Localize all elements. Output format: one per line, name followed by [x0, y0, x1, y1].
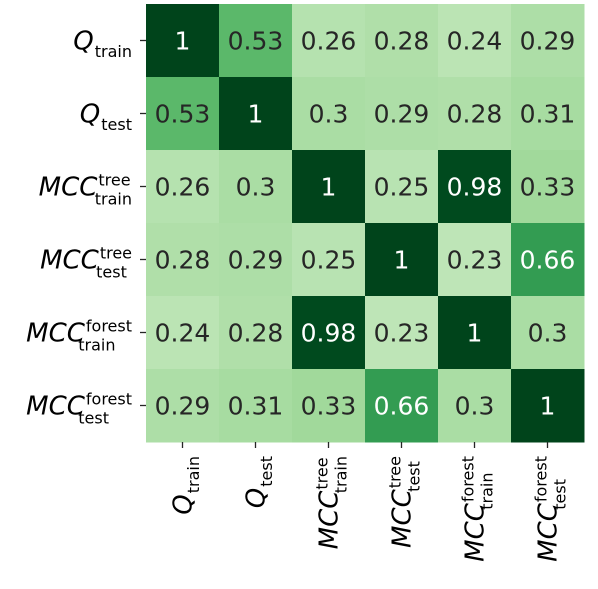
- cell-value-label: 0.24: [447, 27, 503, 56]
- heatmap-cell: [292, 223, 366, 297]
- heatmap-cell: [365, 369, 439, 443]
- cell-value-label: 0.98: [301, 319, 357, 348]
- x-axis-tick-labels: Qtrain Qtest MCCtreetrain MCCtreetest MCCfor…: [169, 442, 570, 562]
- heatmap-cell: [438, 4, 512, 78]
- heatmap-cell: [146, 150, 220, 224]
- x-tick-label: MCCforesttest: [532, 456, 570, 562]
- heatmap-cell: [438, 296, 512, 370]
- heatmap-cell: [511, 223, 585, 297]
- y-tick-label: Qtrain: [73, 27, 132, 61]
- heatmap-cell: [511, 150, 585, 224]
- heatmap-cell: [219, 77, 293, 151]
- heatmap-cell: [292, 4, 366, 78]
- heatmap-cell: [146, 77, 220, 151]
- heatmap-cell: [365, 4, 439, 78]
- cell-value-label: 0.66: [374, 392, 430, 421]
- x-tick-label: Qtest: [242, 456, 276, 508]
- heatmap-cell: [438, 77, 512, 151]
- heatmap-cell: [146, 296, 220, 370]
- cell-value-label: 1: [248, 100, 264, 129]
- y-tick-label: MCCforest train: [26, 317, 132, 355]
- cell-value-label: 0.53: [228, 27, 284, 56]
- heatmap-cell: [365, 150, 439, 224]
- cell-value-label: 0.3: [309, 100, 349, 129]
- y-tick-label: MCCforest test: [26, 390, 132, 428]
- x-tick-label: MCCtreetest: [386, 456, 424, 548]
- heatmap-cell: [511, 4, 585, 78]
- heatmap-cell: [438, 223, 512, 297]
- cell-value-label: 1: [467, 319, 483, 348]
- heatmap-cell: [438, 150, 512, 224]
- cell-value-label: 0.31: [228, 392, 284, 421]
- cell-value-label: 0.33: [520, 173, 576, 202]
- cell-value-label: 0.29: [228, 246, 284, 275]
- cell-value-label: 0.31: [520, 100, 576, 129]
- heatmap-cell: [365, 77, 439, 151]
- cell-value-label: 1: [321, 173, 337, 202]
- heatmap-cell: [146, 223, 220, 297]
- heatmap-cell: [146, 4, 220, 78]
- cell-value-label: 0.28: [374, 27, 430, 56]
- cell-value-label: 0.28: [447, 100, 503, 129]
- heatmap-cell: [219, 4, 293, 78]
- cell-value-label: 0.29: [374, 100, 430, 129]
- heatmap-cell: [292, 77, 366, 151]
- cell-value-label: 0.66: [520, 246, 576, 275]
- cell-value-label: 0.3: [455, 392, 495, 421]
- heatmap-cell: [219, 150, 293, 224]
- cell-value-label: 0.26: [301, 27, 357, 56]
- cell-value-label: 0.98: [447, 173, 503, 202]
- cell-value-label: 1: [394, 246, 410, 275]
- cell-value-label: 0.29: [155, 392, 211, 421]
- cell-value-label: 0.29: [520, 27, 576, 56]
- cell-value-label: 0.25: [301, 246, 357, 275]
- heatmap-annotations: 1 0.53 0.26 0.28 0.24 0.29 0.53 1 0.3 0.29 0.28 0.3…: [155, 27, 576, 421]
- heatmap-cells: [146, 4, 585, 443]
- heatmap-cell: [146, 369, 220, 443]
- heatmap-cell: [219, 223, 293, 297]
- heatmap-cell: [219, 369, 293, 443]
- heatmap-cell: [365, 296, 439, 370]
- cell-value-label: 0.23: [447, 246, 503, 275]
- cell-value-label: 0.23: [374, 319, 430, 348]
- heatmap-cell: [365, 223, 439, 297]
- cell-value-label: 0.3: [236, 173, 276, 202]
- heatmap-cell: [292, 369, 366, 443]
- cell-value-label: 0.26: [155, 173, 211, 202]
- heatmap-cell: [511, 77, 585, 151]
- cell-value-label: 1: [540, 392, 556, 421]
- cell-value-label: 0.53: [155, 100, 211, 129]
- cell-value-label: 0.28: [155, 246, 211, 275]
- cell-value-label: 0.33: [301, 392, 357, 421]
- y-tick-label: MCCtree train: [39, 171, 132, 209]
- heatmap-cell: [511, 296, 585, 370]
- y-tick-label: Qtest: [80, 100, 132, 134]
- cell-value-label: 0.28: [228, 319, 284, 348]
- heatmap-cell: [511, 369, 585, 443]
- cell-value-label: 0.24: [155, 319, 211, 348]
- y-tick-label: MCCtree test: [40, 244, 132, 282]
- x-tick-label: Qtrain: [169, 456, 203, 515]
- cell-value-label: 1: [175, 27, 191, 56]
- x-tick-label: MCCtreetrain: [313, 456, 351, 549]
- heatmap-cell: [219, 296, 293, 370]
- heatmap-cell: [292, 150, 366, 224]
- x-tick-label: MCCforesttrain: [459, 456, 497, 562]
- heatmap-cell: [292, 296, 366, 370]
- cell-value-label: 0.3: [528, 319, 568, 348]
- heatmap-cell: [438, 369, 512, 443]
- y-axis-tick-labels: Qtrain Qtest MCCtree train MCCtree test MCCfor…: [26, 27, 146, 428]
- cell-value-label: 0.25: [374, 173, 430, 202]
